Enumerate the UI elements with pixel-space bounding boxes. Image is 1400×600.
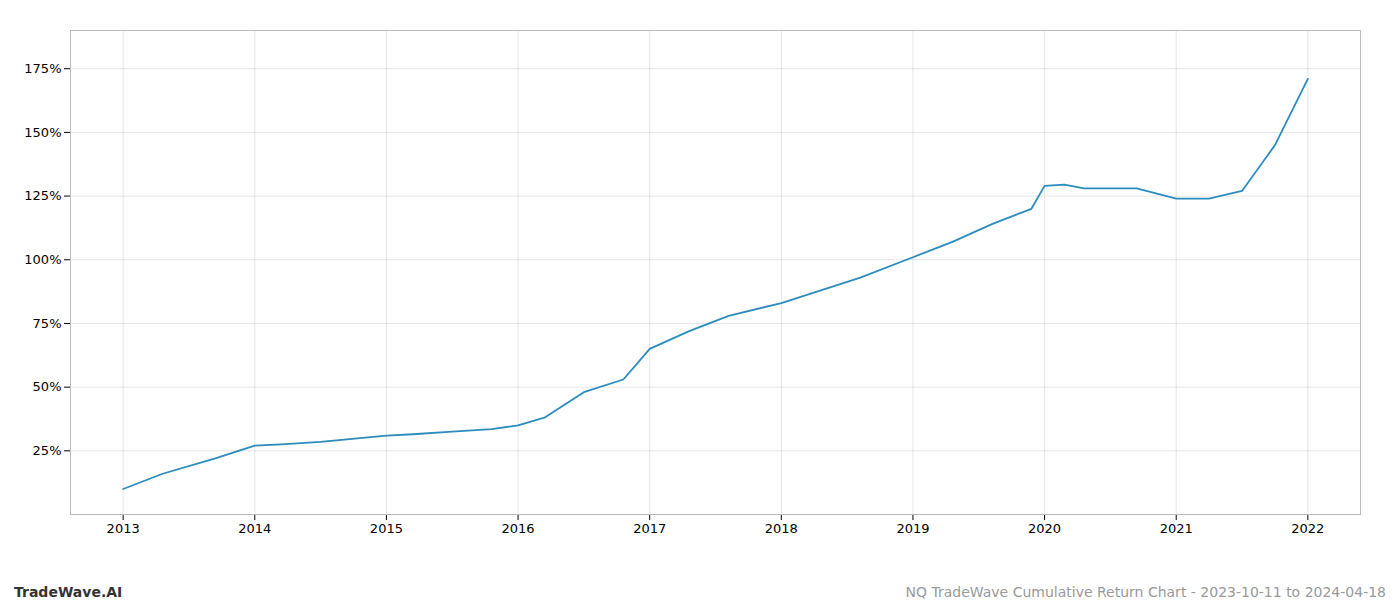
svg-text:2022: 2022 xyxy=(1291,521,1324,536)
svg-text:25%: 25% xyxy=(33,443,62,458)
svg-text:125%: 125% xyxy=(24,188,61,203)
svg-text:2021: 2021 xyxy=(1160,521,1193,536)
svg-text:2018: 2018 xyxy=(765,521,798,536)
svg-text:175%: 175% xyxy=(24,61,61,76)
svg-text:75%: 75% xyxy=(33,316,62,331)
svg-text:2017: 2017 xyxy=(633,521,666,536)
svg-text:2014: 2014 xyxy=(238,521,271,536)
html-text:NQ TradeWave Cumulative Return: NQ TradeWave Cumulative Return Chart - 2… xyxy=(905,584,1386,600)
svg-text:2020: 2020 xyxy=(1028,521,1061,536)
svg-text:150%: 150% xyxy=(24,125,61,140)
svg-text:100%: 100% xyxy=(24,252,61,267)
svg-text:2016: 2016 xyxy=(502,521,535,536)
svg-text:50%: 50% xyxy=(33,379,62,394)
html-text:TradeWave.AI: TradeWave.AI xyxy=(14,584,123,600)
svg-text:2015: 2015 xyxy=(370,521,403,536)
svg-text:2013: 2013 xyxy=(107,521,140,536)
svg-text:2019: 2019 xyxy=(896,521,929,536)
